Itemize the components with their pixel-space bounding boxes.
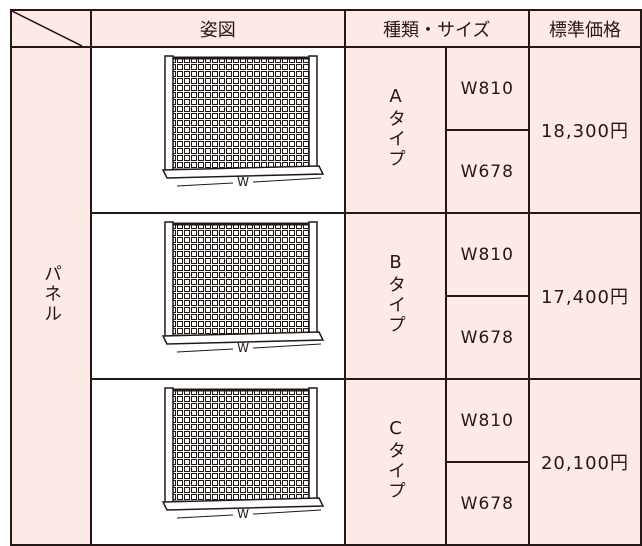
size-cell: W678 — [444, 129, 530, 214]
size-cell: W810 — [444, 212, 530, 297]
image-cell: W — [90, 46, 346, 214]
table-row: W Bタイプ W810 17,400円 — [11, 212, 642, 380]
width-label: W — [237, 341, 249, 355]
panel-illustration: W — [161, 55, 324, 189]
image-cell: W — [90, 212, 346, 380]
price-cell: 18,300円 — [527, 46, 642, 214]
corner-cell — [10, 9, 92, 48]
table-row: W678 — [11, 295, 641, 380]
type-cell: Bタイプ — [343, 212, 447, 380]
size-cell: W678 — [444, 461, 530, 546]
panel-illustration: W — [161, 387, 324, 521]
width-label: W — [237, 175, 249, 189]
panel-illustration: W — [161, 221, 324, 355]
type-cell: Aタイプ — [343, 46, 447, 214]
header-diagram: 姿図 — [90, 9, 346, 48]
type-cell: Cタイプ — [343, 378, 447, 546]
price-cell: 17,400円 — [527, 212, 642, 380]
size-cell: W678 — [444, 295, 530, 380]
diagonal — [12, 11, 82, 46]
header-price: 標準価格 — [527, 9, 642, 48]
table-row: W678 — [11, 129, 641, 214]
price-table: 姿図 種類・サイズ 標準価格 パネル W Aタイプ W810 18,300円 W678… — [10, 9, 642, 546]
size-cell: W810 — [444, 46, 530, 131]
width-label: W — [237, 507, 249, 521]
header-type-size: 種類・サイズ — [343, 9, 530, 48]
table-row: W Cタイプ W810 20,100円 — [11, 378, 642, 546]
table-body: パネル W Aタイプ W810 18,300円 W678 W Bタイプ W810 17,4… — [10, 46, 642, 546]
table-row: パネル W Aタイプ W810 18,300円 — [10, 46, 642, 546]
type-label: Aタイプ — [385, 86, 407, 169]
category-cell: パネル — [10, 46, 92, 546]
price-cell: 20,100円 — [527, 378, 642, 546]
image-cell: W — [90, 378, 346, 546]
type-label: Cタイプ — [385, 418, 407, 501]
type-label: Bタイプ — [385, 252, 407, 335]
size-cell: W810 — [444, 378, 530, 463]
category-label: パネル — [41, 263, 62, 324]
